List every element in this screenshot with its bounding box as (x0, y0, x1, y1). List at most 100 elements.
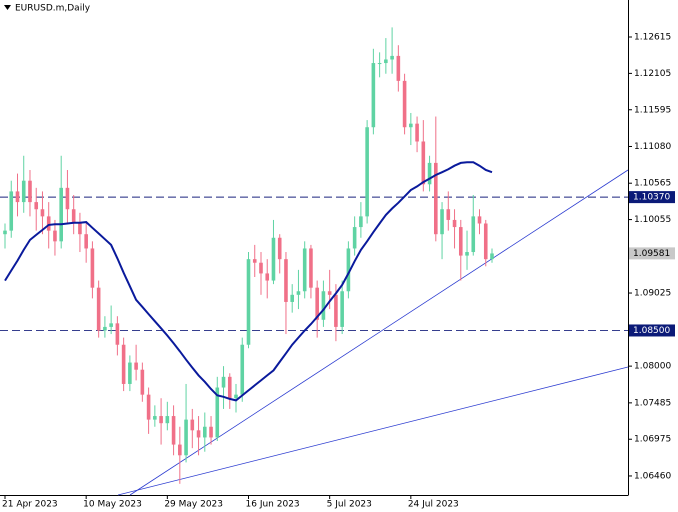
candle-body (296, 291, 301, 295)
level-label: 1.10370 (633, 193, 670, 203)
candle-body (390, 55, 394, 60)
y-tick-label: 1.07485 (634, 398, 671, 408)
candle-body (384, 59, 388, 64)
candle-body (465, 252, 469, 256)
trendline (117, 366, 629, 496)
current-price-label: 1.09581 (633, 249, 670, 259)
candle-body (234, 394, 238, 399)
candle-body (171, 416, 176, 445)
candle-body (178, 444, 182, 456)
candle-body (202, 426, 207, 438)
candle-body (240, 344, 245, 395)
chart-title: EURUSD.m,Daily (15, 4, 91, 14)
candle-body (252, 259, 257, 263)
candle-body (215, 387, 220, 438)
candle-body (396, 55, 401, 81)
candle-body (284, 259, 288, 302)
candle-body (78, 223, 82, 235)
y-tick-label: 1.09025 (634, 289, 671, 299)
candle-body (196, 430, 201, 438)
candle-body (15, 191, 20, 203)
menu-triangle[interactable] (4, 5, 11, 10)
candle-body (315, 287, 319, 320)
candle-body (321, 291, 326, 320)
level-label-box (629, 191, 675, 204)
candle-body (427, 162, 432, 185)
y-tick-label: 1.10055 (634, 215, 671, 225)
x-tick-label: 29 May 2023 (164, 500, 223, 510)
candle-body (165, 416, 170, 424)
x-tick-label: 24 Jul 2023 (408, 500, 459, 510)
y-tick-label: 1.08000 (634, 362, 671, 372)
candle-body (377, 63, 382, 65)
y-tick-label: 1.12615 (634, 33, 671, 43)
candle-body (227, 376, 232, 399)
y-tick-label: 1.11595 (634, 105, 671, 115)
candle-body (159, 416, 163, 424)
candle-body (452, 219, 457, 228)
candle-body (190, 419, 195, 431)
y-tick-label: 1.06460 (634, 471, 671, 481)
candle-body (146, 394, 151, 420)
candle-body (246, 259, 251, 345)
candle-body (209, 426, 213, 438)
candle-body (290, 294, 295, 302)
candle-body (352, 227, 357, 249)
y-tick-label: 1.12105 (634, 69, 671, 79)
candle-body (271, 237, 276, 281)
candle-body (221, 376, 226, 388)
x-tick-label: 5 Jul 2023 (327, 500, 372, 510)
candle-body (46, 216, 51, 231)
candle-body (128, 362, 132, 384)
candle-body (302, 248, 307, 292)
candle-body (277, 237, 282, 260)
candle-body (359, 216, 363, 228)
candle-body (84, 234, 88, 249)
candle-body (483, 223, 488, 260)
candle-body (477, 216, 482, 224)
candle-body (9, 191, 14, 231)
candle-body (65, 187, 70, 210)
candle-body (21, 180, 26, 203)
candle-body (327, 291, 332, 295)
candle-body (340, 291, 344, 327)
moving-average (4, 161, 493, 402)
y-tick-label: 1.06975 (634, 435, 671, 445)
level-label-box (629, 324, 675, 337)
candle-body (34, 202, 39, 210)
x-tick-label: 10 May 2023 (83, 500, 142, 510)
candle-body (446, 209, 451, 220)
candle-body (90, 248, 95, 288)
candle-body (458, 227, 463, 256)
candle-body (96, 287, 101, 331)
candle-body (309, 248, 313, 288)
candle-body (371, 63, 376, 128)
candle-body (3, 230, 7, 235)
candle-body (40, 209, 45, 217)
candle-body (259, 262, 263, 274)
candle-body (53, 230, 57, 242)
candle-body (71, 209, 76, 224)
candle-body (134, 362, 138, 370)
candle-body (334, 294, 338, 327)
trendline (129, 169, 629, 496)
candle-body (415, 123, 419, 142)
candle-body (365, 127, 369, 217)
candle-body (109, 323, 113, 327)
candle-body (402, 80, 407, 128)
level-label: 1.08500 (633, 326, 670, 336)
candle-body (490, 253, 494, 260)
candle-body (346, 248, 351, 292)
x-tick-label: 16 Jun 2023 (246, 500, 300, 510)
candle-body (28, 180, 32, 203)
candle-body (103, 326, 107, 331)
y-tick-label: 1.10565 (634, 179, 671, 189)
candle-body (440, 209, 444, 235)
x-tick-label: 21 Apr 2023 (2, 500, 58, 510)
candle-body (471, 216, 476, 253)
candle-body (409, 123, 413, 128)
candle-body (59, 187, 63, 242)
candle-body (265, 273, 270, 281)
